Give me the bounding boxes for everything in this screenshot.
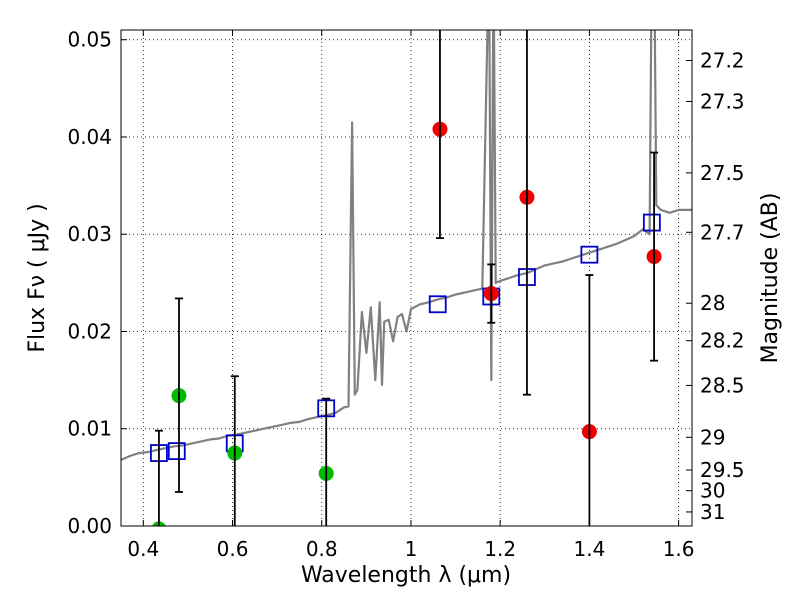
model-photometry-point	[167, 442, 186, 461]
x-tick-label: 1.2	[484, 537, 516, 561]
x-tick-label: 0.8	[306, 537, 338, 561]
y-right-tick-label: 27.3	[700, 89, 745, 113]
x-tick-label: 1	[405, 537, 418, 561]
x-tick-label: 1.6	[663, 537, 695, 561]
x-tick-label: 0.6	[217, 537, 249, 561]
axes: 0.4 0.6 0.8 1 1.2 1.4 1.6 0.00 0.01 0.02 0.03 0.04 0…	[67, 28, 744, 561]
plot-frame	[120, 29, 693, 527]
y-tick-label: 0.04	[67, 125, 112, 149]
y-right-tick-label: 30	[700, 479, 725, 503]
y-right-axis-label: Magnitude (AB)	[758, 193, 783, 364]
x-axis-label: Wavelength λ (μm)	[301, 563, 511, 588]
x-tick-label: 0.4	[127, 537, 159, 561]
y-right-tick-label: 28	[700, 291, 725, 315]
y-right-tick-label: 28.2	[700, 329, 745, 353]
y-axis-label: Flux Fν ( μJy )	[25, 203, 50, 352]
model-photometry-point	[642, 213, 661, 232]
y-tick-label: 0.02	[67, 319, 112, 343]
y-right-tick-label: 27.7	[700, 220, 745, 244]
y-tick-label: 0.03	[67, 222, 112, 246]
x-tick-label: 1.4	[573, 537, 605, 561]
model-photometry-point	[580, 245, 599, 264]
plot-area	[121, 30, 692, 526]
y-right-tick-label: 29	[700, 425, 725, 449]
model-photometry-point	[428, 295, 447, 314]
error-bars	[154, 30, 659, 526]
y-right-tick-label: 27.5	[700, 161, 745, 185]
y-right-tick-label: 29.5	[700, 458, 745, 482]
y-right-tick-label: 28.5	[700, 373, 745, 397]
y-right-tick-label: 31	[700, 500, 725, 524]
y-tick-label: 0.01	[67, 417, 112, 441]
y-tick-label: 0.05	[67, 28, 112, 52]
y-right-tick-label: 27.2	[700, 49, 745, 73]
y-tick-label: 0.00	[67, 514, 112, 538]
